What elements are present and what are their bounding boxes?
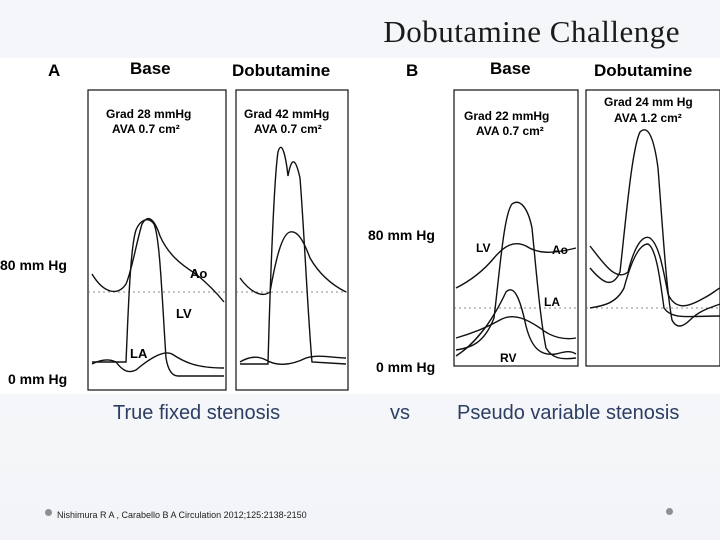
caption-vs: vs	[390, 402, 410, 424]
panel-b-dob-rv-trace	[589, 243, 720, 318]
panel-b-dob-ao-trace	[589, 236, 720, 307]
panel-b-letter: B	[406, 61, 418, 80]
panel-a-lv-label: LV	[176, 306, 192, 321]
panel-b-rv-label: RV	[500, 351, 516, 365]
panel-b-scale-80: 80 mm Hg	[368, 227, 435, 243]
panel-a-base-ao-trace	[91, 217, 225, 303]
panel-a-dob-grad: Grad 42 mmHg	[244, 107, 329, 121]
panel-b-scale-0: 0 mm Hg	[376, 359, 435, 375]
panel-b-dob-grad: Grad 24 mm Hg	[604, 95, 693, 109]
panel-b-base-ava: AVA 0.7 cm²	[476, 124, 544, 138]
citation: Nishimura R A , Carabello B A Circulatio…	[57, 510, 307, 520]
panel-b-la-label: LA	[544, 295, 560, 309]
caption-true-fixed-stenosis: True fixed stenosis	[113, 402, 281, 424]
panel-b-dob-strip	[585, 89, 720, 367]
panel-b-dob-ava: AVA 1.2 cm²	[614, 111, 682, 125]
hemodynamic-figure: A Base Dobutamine B Base Dobutamine 80 m…	[0, 58, 720, 394]
panel-a-dob-la-trace	[239, 355, 347, 365]
panel-a-dob-ao-trace	[239, 231, 347, 296]
slide-title: Dobutamine Challenge	[383, 14, 680, 49]
panel-b-base-title: Base	[490, 59, 531, 78]
panel-a-dob-lv-trace	[240, 146, 347, 365]
panel-a-base-title: Base	[130, 59, 171, 78]
panel-a-dob-strip	[235, 89, 349, 391]
panel-a-scale-80: 80 mm Hg	[0, 257, 67, 273]
panel-a-scale-0: 0 mm Hg	[8, 371, 67, 387]
panel-b-dobutamine-title: Dobutamine	[594, 61, 692, 80]
panel-a-dobutamine-title: Dobutamine	[232, 61, 330, 80]
panel-b-base-strip	[453, 89, 579, 367]
caption-pseudo-variable-stenosis: Pseudo variable stenosis	[457, 402, 680, 424]
bullet-dot-icon	[666, 508, 673, 515]
panel-a-base-la-trace	[91, 352, 225, 373]
panel-b-ao-label: Ao	[552, 243, 568, 257]
bullet-dot-icon	[45, 509, 52, 516]
panel-a-base-strip	[87, 89, 227, 391]
pressure-tracings-svg: A Base Dobutamine B Base Dobutamine 80 m…	[0, 59, 720, 391]
panel-a-base-grad: Grad 28 mmHg	[106, 107, 191, 121]
panel-a-base-ava: AVA 0.7 cm²	[112, 122, 180, 136]
panel-b-base-grad: Grad 22 mmHg	[464, 109, 549, 123]
panel-b-base-lv-trace	[455, 201, 577, 360]
panel-b-base-ao-trace	[455, 242, 577, 289]
panel-a-la-label: LA	[130, 346, 148, 361]
panel-a-dob-ava: AVA 0.7 cm²	[254, 122, 322, 136]
panel-b-base-la-trace	[455, 316, 577, 340]
panel-b-lv-label: LV	[476, 241, 490, 255]
panel-b-dob-lv-trace	[589, 129, 720, 327]
panel-a-base-lv-trace	[92, 219, 224, 377]
panel-a-letter: A	[48, 61, 60, 80]
panel-a-ao-label: Ao	[190, 266, 207, 281]
